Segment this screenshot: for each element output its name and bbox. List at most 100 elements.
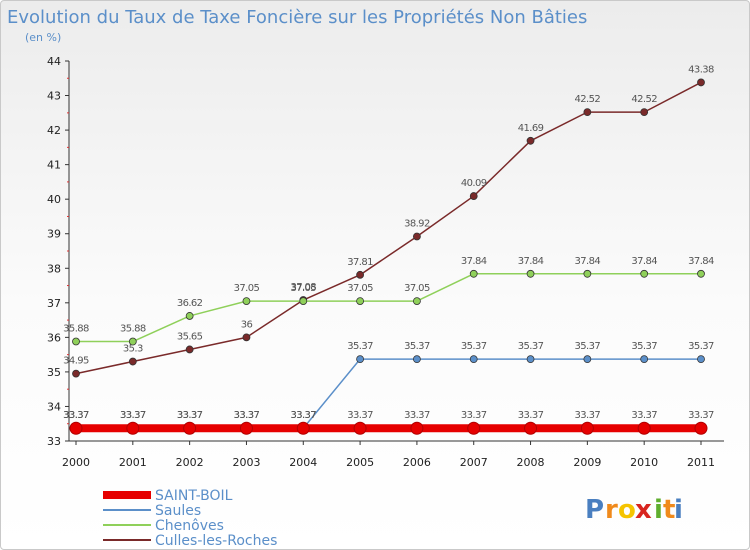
series-line-2: [75, 273, 702, 343]
data-label: 33.37: [518, 410, 544, 421]
data-label: 35.37: [461, 341, 487, 352]
data-label: 35.37: [518, 341, 544, 352]
series-point: [242, 297, 251, 305]
series-point: [413, 355, 421, 364]
series-line-1: [75, 358, 702, 429]
x-tick-label: 2003: [232, 456, 260, 469]
series-point: [413, 297, 421, 305]
logo-letter: P: [585, 495, 604, 525]
y-tick-label: 44: [47, 55, 61, 68]
y-tick-label: 36: [47, 331, 61, 344]
series-point: [469, 355, 478, 364]
data-label: 33.37: [290, 410, 316, 421]
y-tick-label: 35: [47, 366, 61, 379]
y-tick-label: 40: [47, 193, 61, 206]
data-label: 35.37: [347, 341, 373, 352]
series-point: [239, 421, 253, 435]
logo-letter: o: [618, 495, 636, 525]
logo-letter: i: [654, 495, 663, 525]
data-label: 35.3: [123, 344, 143, 355]
data-label: 37.84: [575, 256, 601, 267]
data-label: 42.52: [631, 94, 657, 105]
x-tick-label: 2000: [62, 456, 90, 469]
data-label: 33.37: [63, 410, 89, 421]
data-label: 36.62: [177, 298, 203, 309]
x-tick-label: 2001: [119, 456, 147, 469]
data-label: 33.37: [120, 410, 146, 421]
data-label: 37.81: [347, 257, 373, 268]
series-line-3: [75, 81, 702, 375]
series-point: [467, 421, 481, 435]
logo-letter: t: [663, 495, 675, 525]
x-tick-label: 2009: [573, 456, 601, 469]
series-point: [697, 355, 705, 364]
series-point: [694, 421, 708, 435]
x-tick-label: 2008: [517, 456, 545, 469]
series-point: [356, 297, 364, 305]
series-point: [637, 421, 651, 435]
chart-title: Evolution du Taux de Taxe Foncière sur l…: [7, 7, 587, 28]
series-point: [185, 345, 194, 354]
data-label: 36: [241, 319, 253, 330]
series-point: [69, 421, 83, 435]
data-label: 35.37: [404, 341, 430, 352]
x-tick-label: 2002: [176, 456, 204, 469]
series-point: [413, 232, 421, 241]
series-point: [126, 421, 140, 435]
series-point: [583, 269, 592, 278]
data-label: 43.38: [688, 64, 714, 75]
series-point: [583, 108, 592, 117]
data-label: 37.08: [290, 282, 316, 293]
series-point: [580, 421, 594, 435]
data-label: 35.37: [575, 341, 601, 352]
series-point: [299, 297, 308, 305]
series-point: [583, 355, 592, 364]
series-point: [410, 421, 424, 435]
y-tick-label: 39: [47, 228, 61, 241]
data-label: 33.37: [575, 410, 601, 421]
series-point: [640, 269, 649, 278]
data-label: 35.37: [688, 341, 714, 352]
legend-label: Culles-les-Roches: [155, 533, 277, 549]
legend-label: Chenôves: [155, 518, 224, 534]
data-label: 33.37: [688, 410, 714, 421]
data-label: 40.09: [461, 178, 487, 189]
series-point: [128, 337, 137, 346]
logo-letter: r: [605, 495, 618, 525]
data-label: 37.84: [631, 256, 657, 267]
x-tick-label: 2006: [403, 456, 431, 469]
x-tick-label: 2010: [630, 456, 658, 469]
series-group: [69, 78, 708, 435]
data-label: 37.05: [404, 283, 430, 294]
data-label: 35.37: [631, 341, 657, 352]
data-label: 33.37: [347, 410, 373, 421]
series-point: [697, 269, 705, 278]
y-tick-label: 37: [47, 297, 61, 310]
series-point: [640, 108, 649, 117]
data-label: 33.37: [234, 410, 260, 421]
data-label: 37.05: [234, 283, 260, 294]
series-point: [185, 312, 194, 320]
series-point: [128, 357, 137, 366]
series-point: [469, 192, 478, 200]
series-point: [526, 269, 535, 278]
y-tick-label: 38: [47, 262, 61, 275]
series-point: [356, 355, 364, 364]
data-label: 37.84: [688, 256, 714, 267]
logo-letter: i: [674, 495, 683, 525]
series-point: [356, 270, 364, 279]
chart-subtitle: (en %): [25, 31, 61, 44]
data-label: 33.37: [290, 410, 316, 421]
data-label: 42.52: [575, 94, 601, 105]
x-tick-label: 2004: [289, 456, 317, 469]
data-label: 37.84: [461, 256, 487, 267]
data-label: 33.37: [177, 410, 203, 421]
data-label: 37.84: [518, 256, 544, 267]
x-tick-label: 2007: [460, 456, 488, 469]
legend-label: SAINT-BOIL: [155, 488, 233, 504]
legend-label: Saules: [155, 503, 201, 519]
data-label: 35.88: [63, 324, 89, 335]
